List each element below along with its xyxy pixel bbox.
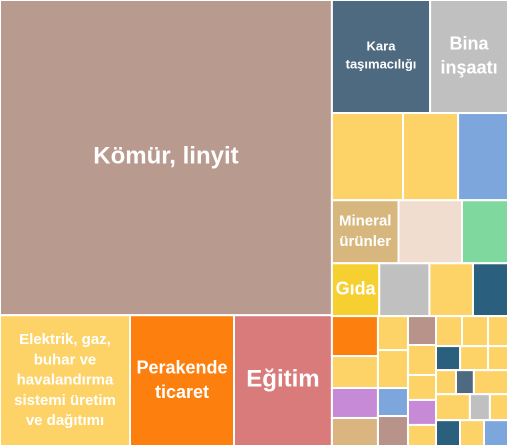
tile bbox=[435, 393, 471, 422]
tile-label: Eğitim bbox=[246, 366, 319, 393]
tile bbox=[457, 112, 508, 202]
tile bbox=[487, 315, 508, 348]
tile bbox=[376, 387, 409, 418]
tile bbox=[330, 315, 379, 358]
tile bbox=[435, 419, 462, 446]
tile-label: Elektrik, gaz, buhar ve havalandırma sistem… bbox=[14, 331, 116, 429]
tile bbox=[471, 262, 508, 318]
tile bbox=[376, 415, 409, 446]
tile bbox=[376, 315, 409, 352]
tile bbox=[435, 345, 462, 372]
tile bbox=[435, 315, 464, 348]
tile bbox=[435, 369, 457, 396]
tile bbox=[406, 315, 438, 347]
tile bbox=[460, 199, 508, 265]
tile-label: Bina inşaatı bbox=[441, 33, 498, 77]
tile bbox=[468, 393, 491, 422]
tile bbox=[330, 355, 379, 389]
tile bbox=[483, 419, 508, 446]
tile bbox=[0, 314, 132, 446]
tile bbox=[233, 314, 333, 446]
tile bbox=[376, 349, 409, 390]
tile bbox=[459, 345, 490, 372]
tile bbox=[330, 199, 400, 265]
tile-label: Kara taşımacılığı bbox=[346, 39, 417, 72]
tile bbox=[378, 262, 431, 318]
tile-label: Gıda bbox=[336, 278, 377, 298]
tile bbox=[330, 112, 405, 202]
tile bbox=[461, 315, 490, 348]
tile bbox=[428, 262, 474, 318]
tile-label: Perakende ticaret bbox=[136, 357, 227, 401]
tile bbox=[397, 199, 463, 265]
tile bbox=[454, 369, 475, 396]
tile bbox=[330, 416, 379, 446]
tile bbox=[402, 112, 460, 202]
tile-label: Kömür, linyit bbox=[93, 143, 238, 170]
tile bbox=[0, 0, 333, 317]
tile bbox=[406, 344, 438, 376]
tile bbox=[406, 373, 438, 401]
tile-label: Mineral ürünler bbox=[339, 213, 392, 250]
tile bbox=[406, 398, 438, 426]
tile bbox=[406, 423, 438, 446]
tile bbox=[487, 345, 508, 372]
tile bbox=[488, 393, 508, 422]
tile bbox=[330, 386, 379, 419]
tile bbox=[459, 419, 486, 446]
tile bbox=[472, 369, 508, 396]
